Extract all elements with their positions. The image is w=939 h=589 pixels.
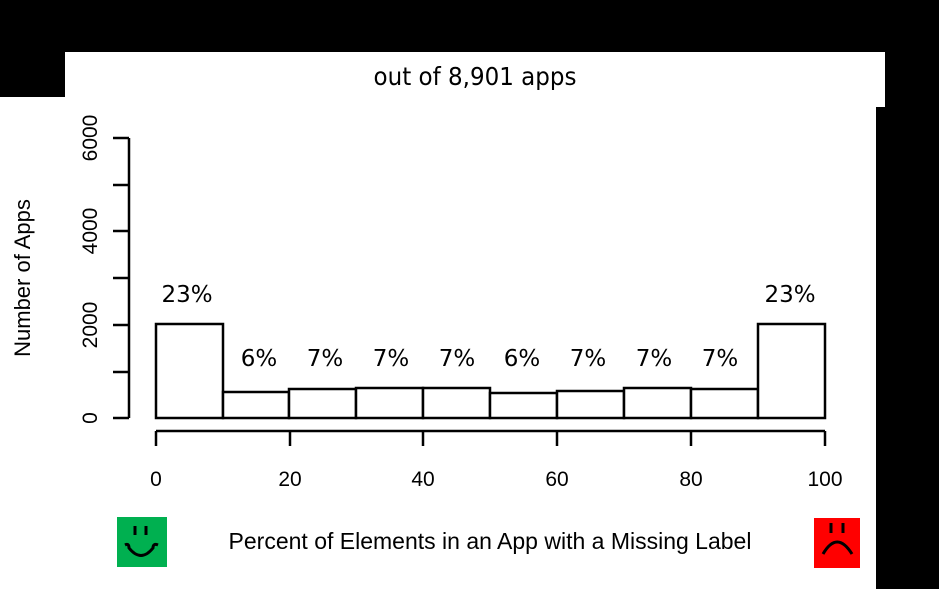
y-axis-label: Number of Apps	[10, 199, 35, 357]
bar-annotation: 7%	[636, 346, 673, 372]
x-tick-label: 80	[679, 468, 702, 491]
bar-70-80	[622, 386, 693, 420]
bars	[154, 322, 827, 420]
happy-face-icon	[117, 517, 167, 567]
bar-40-50	[421, 386, 492, 420]
bar-annotation: 23%	[764, 282, 815, 308]
bar-30-40	[354, 386, 425, 420]
bar-50-60	[488, 391, 559, 420]
bar-annotation: 7%	[439, 346, 476, 372]
sad-face-icon	[814, 518, 860, 568]
bar-80-90	[689, 387, 760, 420]
x-tick-label: 60	[545, 468, 568, 491]
y-tick-labels: 0 2000 4000 6000	[79, 115, 102, 424]
x-axis-label: Percent of Elements in an App with a Mis…	[228, 528, 752, 554]
y-tick-label: 2000	[79, 302, 102, 349]
x-tick-label: 20	[278, 468, 301, 491]
bar-0-10	[154, 322, 225, 420]
plot-background	[0, 97, 876, 589]
bar-10-20	[221, 390, 291, 420]
bar-annotation: 6%	[241, 346, 278, 372]
bar-annotation: 7%	[702, 346, 739, 372]
y-tick-label: 0	[79, 412, 102, 424]
y-axis	[113, 136, 131, 420]
x-tick-label: 40	[411, 468, 434, 491]
bar-annotation: 7%	[570, 346, 607, 372]
bar-annotation: 7%	[307, 346, 344, 372]
x-tick-label: 0	[150, 468, 162, 491]
x-tick-label: 100	[807, 468, 842, 491]
chart-subtitle: out of 8,901 apps	[373, 62, 577, 91]
bar-20-30	[287, 387, 358, 420]
bar-90-100	[756, 322, 827, 420]
title-background	[65, 52, 885, 107]
x-tick-labels: 0 20 40 60 80 100	[150, 468, 842, 491]
bar-60-70	[555, 389, 626, 420]
bar-annotation: 23%	[161, 282, 212, 308]
x-axis	[154, 429, 827, 446]
bar-annotations: 23% 6% 7% 7% 7% 6% 7% 7% 7% 23%	[161, 282, 815, 372]
bar-annotation: 7%	[373, 346, 410, 372]
y-tick-label: 6000	[79, 115, 102, 162]
y-tick-label: 4000	[79, 208, 102, 255]
bar-annotation: 6%	[504, 346, 541, 372]
